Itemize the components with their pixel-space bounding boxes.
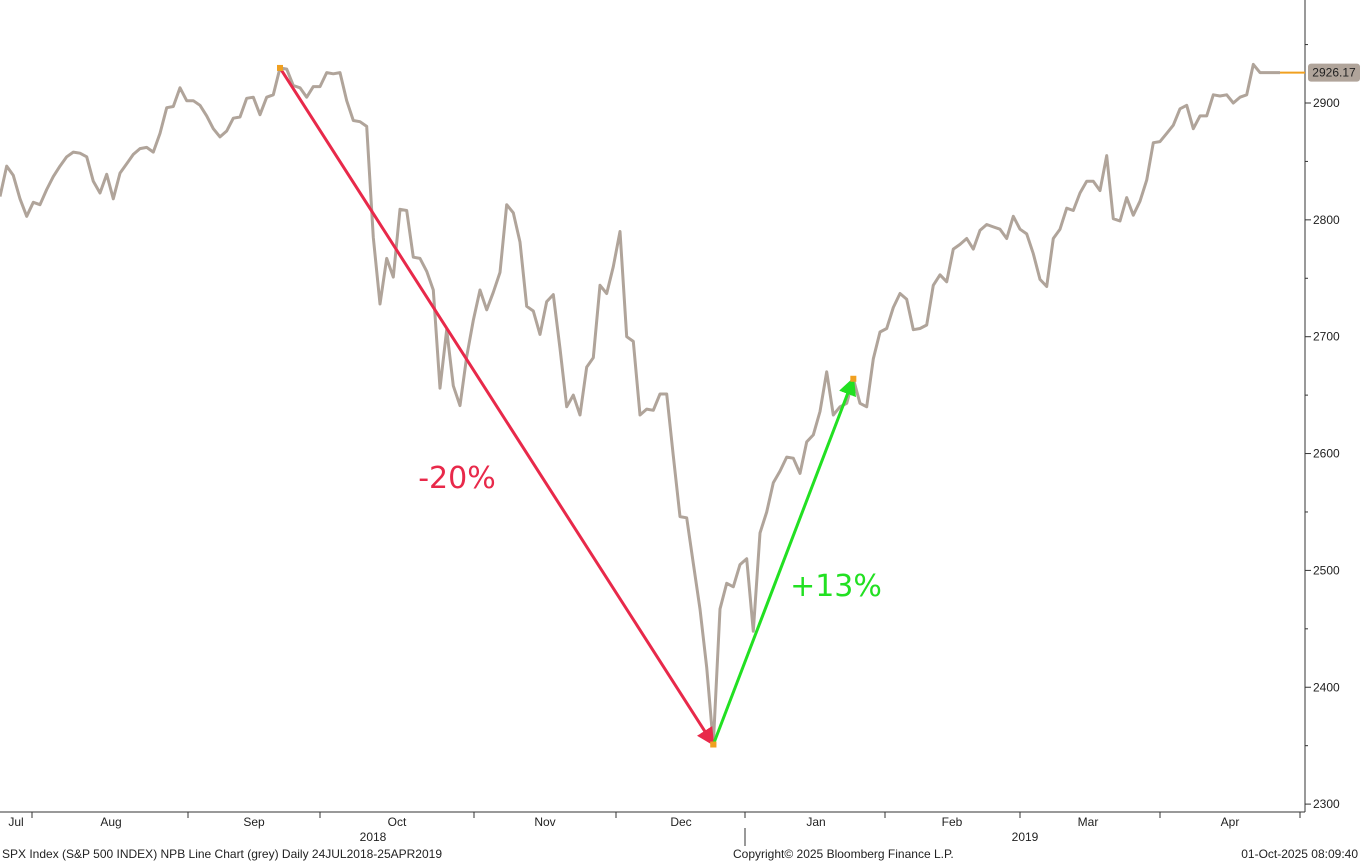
- last-value-tag: [1308, 63, 1360, 82]
- annotation-endpoint: [277, 64, 283, 71]
- y-tick-label: 2700: [1313, 330, 1340, 344]
- x-tick-label: Jan: [806, 815, 825, 829]
- annotations: -20% +13%: [277, 64, 882, 748]
- y-tick-label: 2500: [1313, 563, 1340, 577]
- x-tick-label: Dec: [670, 815, 691, 829]
- footer-timestamp: 01-Oct-2025 08:09:40: [1241, 847, 1358, 861]
- x-tick-label: Aug: [100, 815, 121, 829]
- chart-footer: SPX Index (S&P 500 INDEX) NPB Line Chart…: [2, 847, 1358, 861]
- annotation-label: +13%: [790, 569, 882, 604]
- x-axis: Jul Aug Sep Oct Nov Dec Jan Feb Mar Apr 2018 2019: [0, 811, 1305, 846]
- plot-area: 2926.17: [0, 62, 1360, 746]
- footer-description: SPX Index (S&P 500 INDEX) NPB Line Chart…: [2, 847, 442, 861]
- year-label: 2018: [360, 830, 387, 844]
- series-line: [0, 62, 1280, 746]
- y-tick-label: 2600: [1313, 447, 1340, 461]
- x-tick-label: Mar: [1078, 815, 1099, 829]
- annotation-arrow: [278, 67, 715, 747]
- last-value-label: 2926.17: [1312, 66, 1356, 80]
- year-label: 2019: [1012, 830, 1039, 844]
- annotation-label: -20%: [418, 461, 496, 496]
- x-tick-label: Jul: [8, 815, 23, 829]
- x-tick-label: Apr: [1221, 815, 1240, 829]
- y-axis: 2300 2400 2500 2600 2700 2800 2900: [1304, 0, 1340, 812]
- x-tick-label: Oct: [388, 815, 407, 829]
- x-tick-label: Sep: [243, 815, 265, 829]
- y-tick-label: 2300: [1313, 797, 1340, 811]
- y-tick-label: 2900: [1313, 96, 1340, 110]
- annotation-endpoint: [850, 375, 857, 382]
- annotation-arrow: [711, 377, 856, 746]
- annotation-endpoint: [710, 741, 717, 748]
- x-tick-label: Nov: [534, 815, 555, 829]
- y-tick-label: 2400: [1313, 680, 1340, 694]
- x-tick-label: Feb: [942, 815, 963, 829]
- y-tick-label: 2800: [1313, 213, 1340, 227]
- footer-copyright: Copyright© 2025 Bloomberg Finance L.P.: [733, 847, 954, 861]
